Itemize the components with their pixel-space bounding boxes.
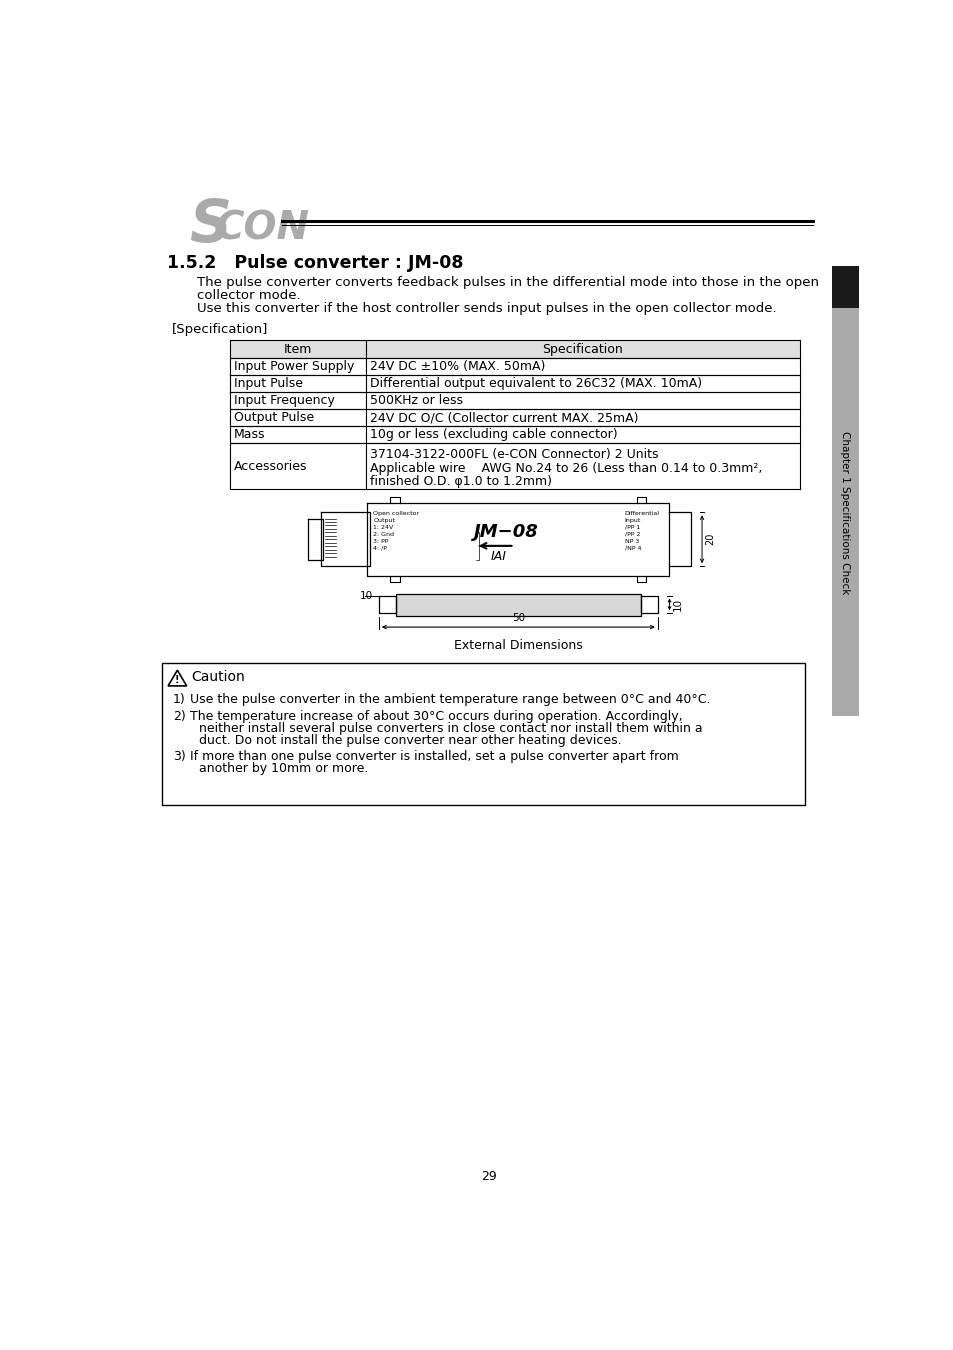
Text: another by 10mm or more.: another by 10mm or more. [199, 763, 368, 775]
Text: 3: PP: 3: PP [373, 539, 389, 544]
Text: External Dimensions: External Dimensions [454, 640, 582, 652]
Text: 20: 20 [704, 533, 715, 545]
Bar [831, 308, 858, 717]
Text: Differential: Differential [624, 510, 659, 516]
Text: Output Pulse: Output Pulse [233, 412, 314, 424]
Text: /PP 1: /PP 1 [624, 525, 639, 529]
Text: Accessories: Accessories [233, 459, 307, 472]
Text: S: S [189, 197, 231, 254]
Text: CON: CON [215, 209, 309, 247]
Text: 10g or less (excluding cable connector): 10g or less (excluding cable connector) [370, 428, 618, 441]
Text: 29: 29 [480, 1170, 497, 1184]
Text: Input Power Supply: Input Power Supply [233, 360, 354, 374]
Text: Output: Output [373, 518, 395, 522]
Text: Differential output equivalent to 26C32 (MAX. 10mA): Differential output equivalent to 26C32 … [370, 377, 701, 390]
Text: Use this converter if the host controller sends input pulses in the open collect: Use this converter if the host controlle… [196, 302, 776, 315]
Text: Specification: Specification [541, 343, 622, 355]
Text: JM−08: JM−08 [474, 522, 538, 541]
Text: If more than one pulse converter is installed, set a pulse converter apart from: If more than one pulse converter is inst… [190, 751, 678, 763]
Text: [Specification]: [Specification] [172, 323, 268, 336]
Text: 4: /P: 4: /P [373, 545, 387, 551]
Text: Chapter 1 Specifications Check: Chapter 1 Specifications Check [840, 431, 849, 594]
Text: NP 3: NP 3 [624, 539, 639, 544]
Bar [230, 340, 799, 358]
Text: !: ! [175, 675, 179, 686]
Bar [831, 266, 858, 308]
Text: Item: Item [283, 343, 312, 355]
Text: 1.5.2   Pulse converter : JM-08: 1.5.2 Pulse converter : JM-08 [167, 254, 463, 273]
Text: neither install several pulse converters in close contact nor install them withi: neither install several pulse converters… [199, 722, 702, 734]
Text: finished O.D. φ1.0 to 1.2mm): finished O.D. φ1.0 to 1.2mm) [370, 475, 552, 487]
Text: IAI: IAI [491, 551, 506, 563]
Text: Use the pulse converter in the ambient temperature range between 0°C and 40°C.: Use the pulse converter in the ambient t… [190, 694, 710, 706]
Text: 1: 24V: 1: 24V [373, 525, 394, 529]
Text: The temperature increase of about 30°C occurs during operation. Accordingly,: The temperature increase of about 30°C o… [190, 710, 681, 722]
Text: /NP 4: /NP 4 [624, 545, 640, 551]
Text: duct. Do not install the pulse converter near other heating devices.: duct. Do not install the pulse converter… [199, 734, 621, 747]
Text: Open collector: Open collector [373, 510, 419, 516]
Text: 24V DC ±10% (MAX. 50mA): 24V DC ±10% (MAX. 50mA) [370, 360, 545, 374]
Text: 37104-3122-000FL (e-CON Connector) 2 Units: 37104-3122-000FL (e-CON Connector) 2 Uni… [370, 448, 659, 462]
Text: 24V DC O/C (Collector current MAX. 25mA): 24V DC O/C (Collector current MAX. 25mA) [370, 412, 639, 424]
Bar [395, 594, 640, 616]
Text: 3): 3) [172, 751, 185, 763]
Text: 2: Gnd: 2: Gnd [373, 532, 394, 536]
Text: /PP 2: /PP 2 [624, 532, 639, 536]
Text: The pulse converter converts feedback pulses in the differential mode into those: The pulse converter converts feedback pu… [196, 275, 818, 289]
Text: Input Frequency: Input Frequency [233, 394, 335, 408]
Text: Caution: Caution [192, 670, 245, 684]
Text: 50: 50 [511, 613, 524, 624]
Text: 2): 2) [172, 710, 185, 722]
Bar [162, 663, 804, 805]
Text: 10: 10 [359, 590, 373, 601]
Text: Mass: Mass [233, 428, 265, 441]
Text: 1): 1) [172, 694, 185, 706]
Text: Input: Input [624, 518, 640, 522]
Text: 500KHz or less: 500KHz or less [370, 394, 463, 408]
Text: collector mode.: collector mode. [196, 289, 300, 302]
Text: 10: 10 [672, 598, 682, 612]
Text: Applicable wire    AWG No.24 to 26 (Less than 0.14 to 0.3mm²,: Applicable wire AWG No.24 to 26 (Less th… [370, 462, 762, 475]
Text: Input Pulse: Input Pulse [233, 377, 303, 390]
